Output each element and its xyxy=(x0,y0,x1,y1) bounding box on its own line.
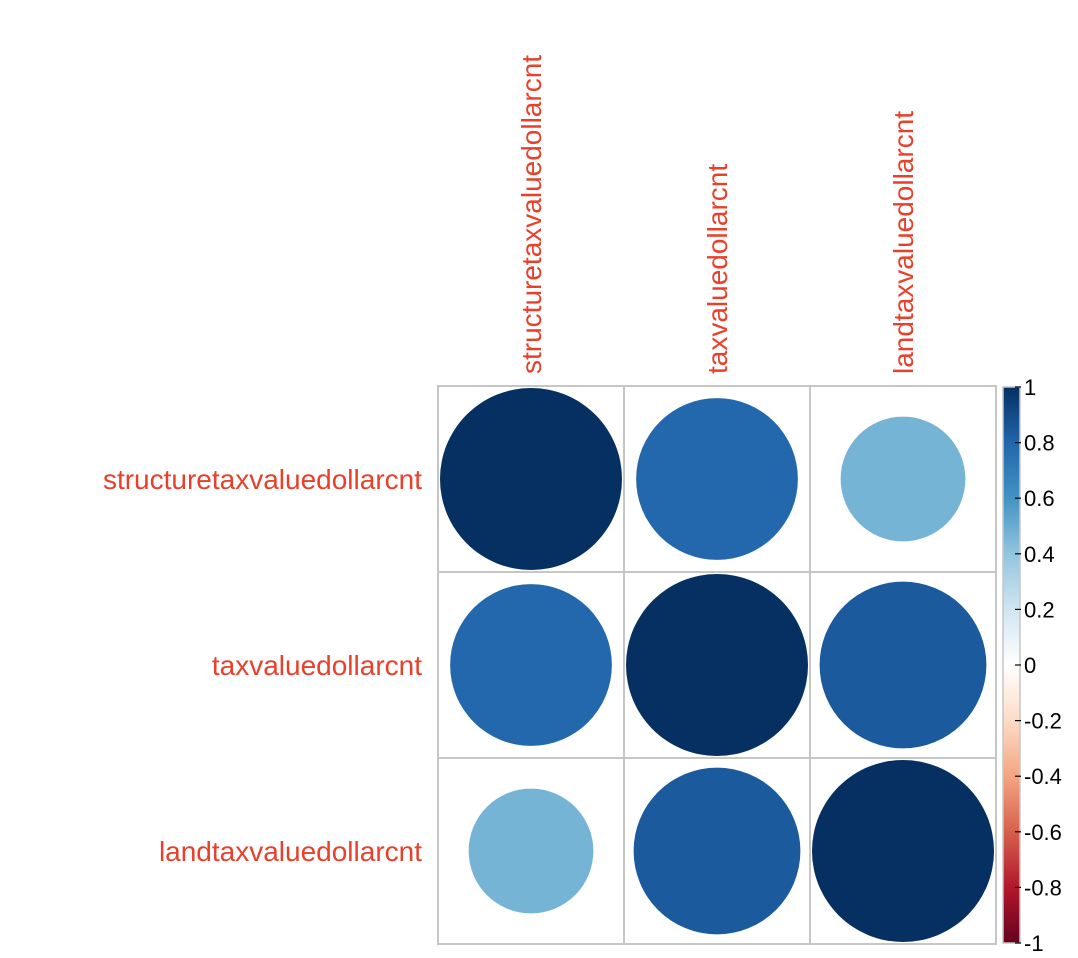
column-labels: structuretaxvaluedollarcnt taxvaluedolla… xyxy=(516,55,919,374)
color-legend-label-6: -0.2 xyxy=(1024,709,1062,734)
corr-circle-0-1 xyxy=(636,398,798,560)
corr-circle-0-2 xyxy=(840,416,966,542)
color-legend: 1 0.8 0.6 0.4 0.2 0 -0.2 -0.4 -0.6 -0.8 -1 xyxy=(1002,375,1062,956)
corr-circle-1-0 xyxy=(450,584,612,746)
col-label-1: taxvaluedollarcnt xyxy=(702,164,733,374)
color-legend-label-3: 0.4 xyxy=(1024,542,1055,567)
color-legend-label-10: -1 xyxy=(1024,931,1044,956)
col-label-2: landtaxvaluedollarcnt xyxy=(888,111,919,374)
corr-circle-1-1 xyxy=(626,574,808,756)
corr-circle-1-2 xyxy=(819,581,987,749)
color-legend-label-9: -0.8 xyxy=(1024,875,1062,900)
row-label-0: structuretaxvaluedollarcnt xyxy=(103,464,422,495)
color-legend-label-7: -0.4 xyxy=(1024,764,1062,789)
corr-circle-2-2 xyxy=(812,760,994,942)
row-label-1: taxvaluedollarcnt xyxy=(212,650,422,681)
row-labels: structuretaxvaluedollarcnt taxvaluedolla… xyxy=(103,464,422,867)
color-legend-label-5: 0 xyxy=(1024,653,1036,678)
color-legend-label-0: 1 xyxy=(1024,375,1036,400)
row-label-2: landtaxvaluedollarcnt xyxy=(159,836,422,867)
color-legend-ticks: 1 0.8 0.6 0.4 0.2 0 -0.2 -0.4 -0.6 -0.8 -1 xyxy=(1015,375,1062,956)
corr-circle-2-0 xyxy=(468,788,594,914)
corr-circle-2-1 xyxy=(633,767,801,935)
color-legend-label-1: 0.8 xyxy=(1024,431,1055,456)
color-legend-label-8: -0.6 xyxy=(1024,820,1062,845)
col-label-0: structuretaxvaluedollarcnt xyxy=(516,55,547,374)
color-legend-label-2: 0.6 xyxy=(1024,486,1055,511)
corr-circle-0-0 xyxy=(440,388,622,570)
correlation-circles xyxy=(440,388,994,942)
color-legend-label-4: 0.2 xyxy=(1024,597,1055,622)
